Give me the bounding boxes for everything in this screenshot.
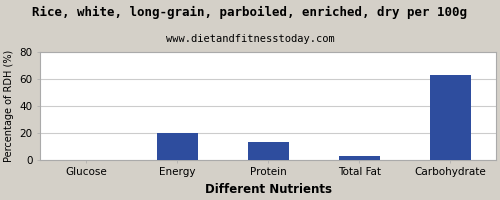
Bar xyxy=(430,75,471,160)
Y-axis label: Percentage of RDH (%): Percentage of RDH (%) xyxy=(4,50,14,162)
X-axis label: Different Nutrients: Different Nutrients xyxy=(204,183,332,196)
Text: Rice, white, long-grain, parboiled, enriched, dry per 100g: Rice, white, long-grain, parboiled, enri… xyxy=(32,6,468,19)
Bar xyxy=(156,133,198,160)
Bar xyxy=(338,156,380,160)
Bar xyxy=(248,142,288,160)
Text: www.dietandfitnesstoday.com: www.dietandfitnesstoday.com xyxy=(166,34,334,44)
